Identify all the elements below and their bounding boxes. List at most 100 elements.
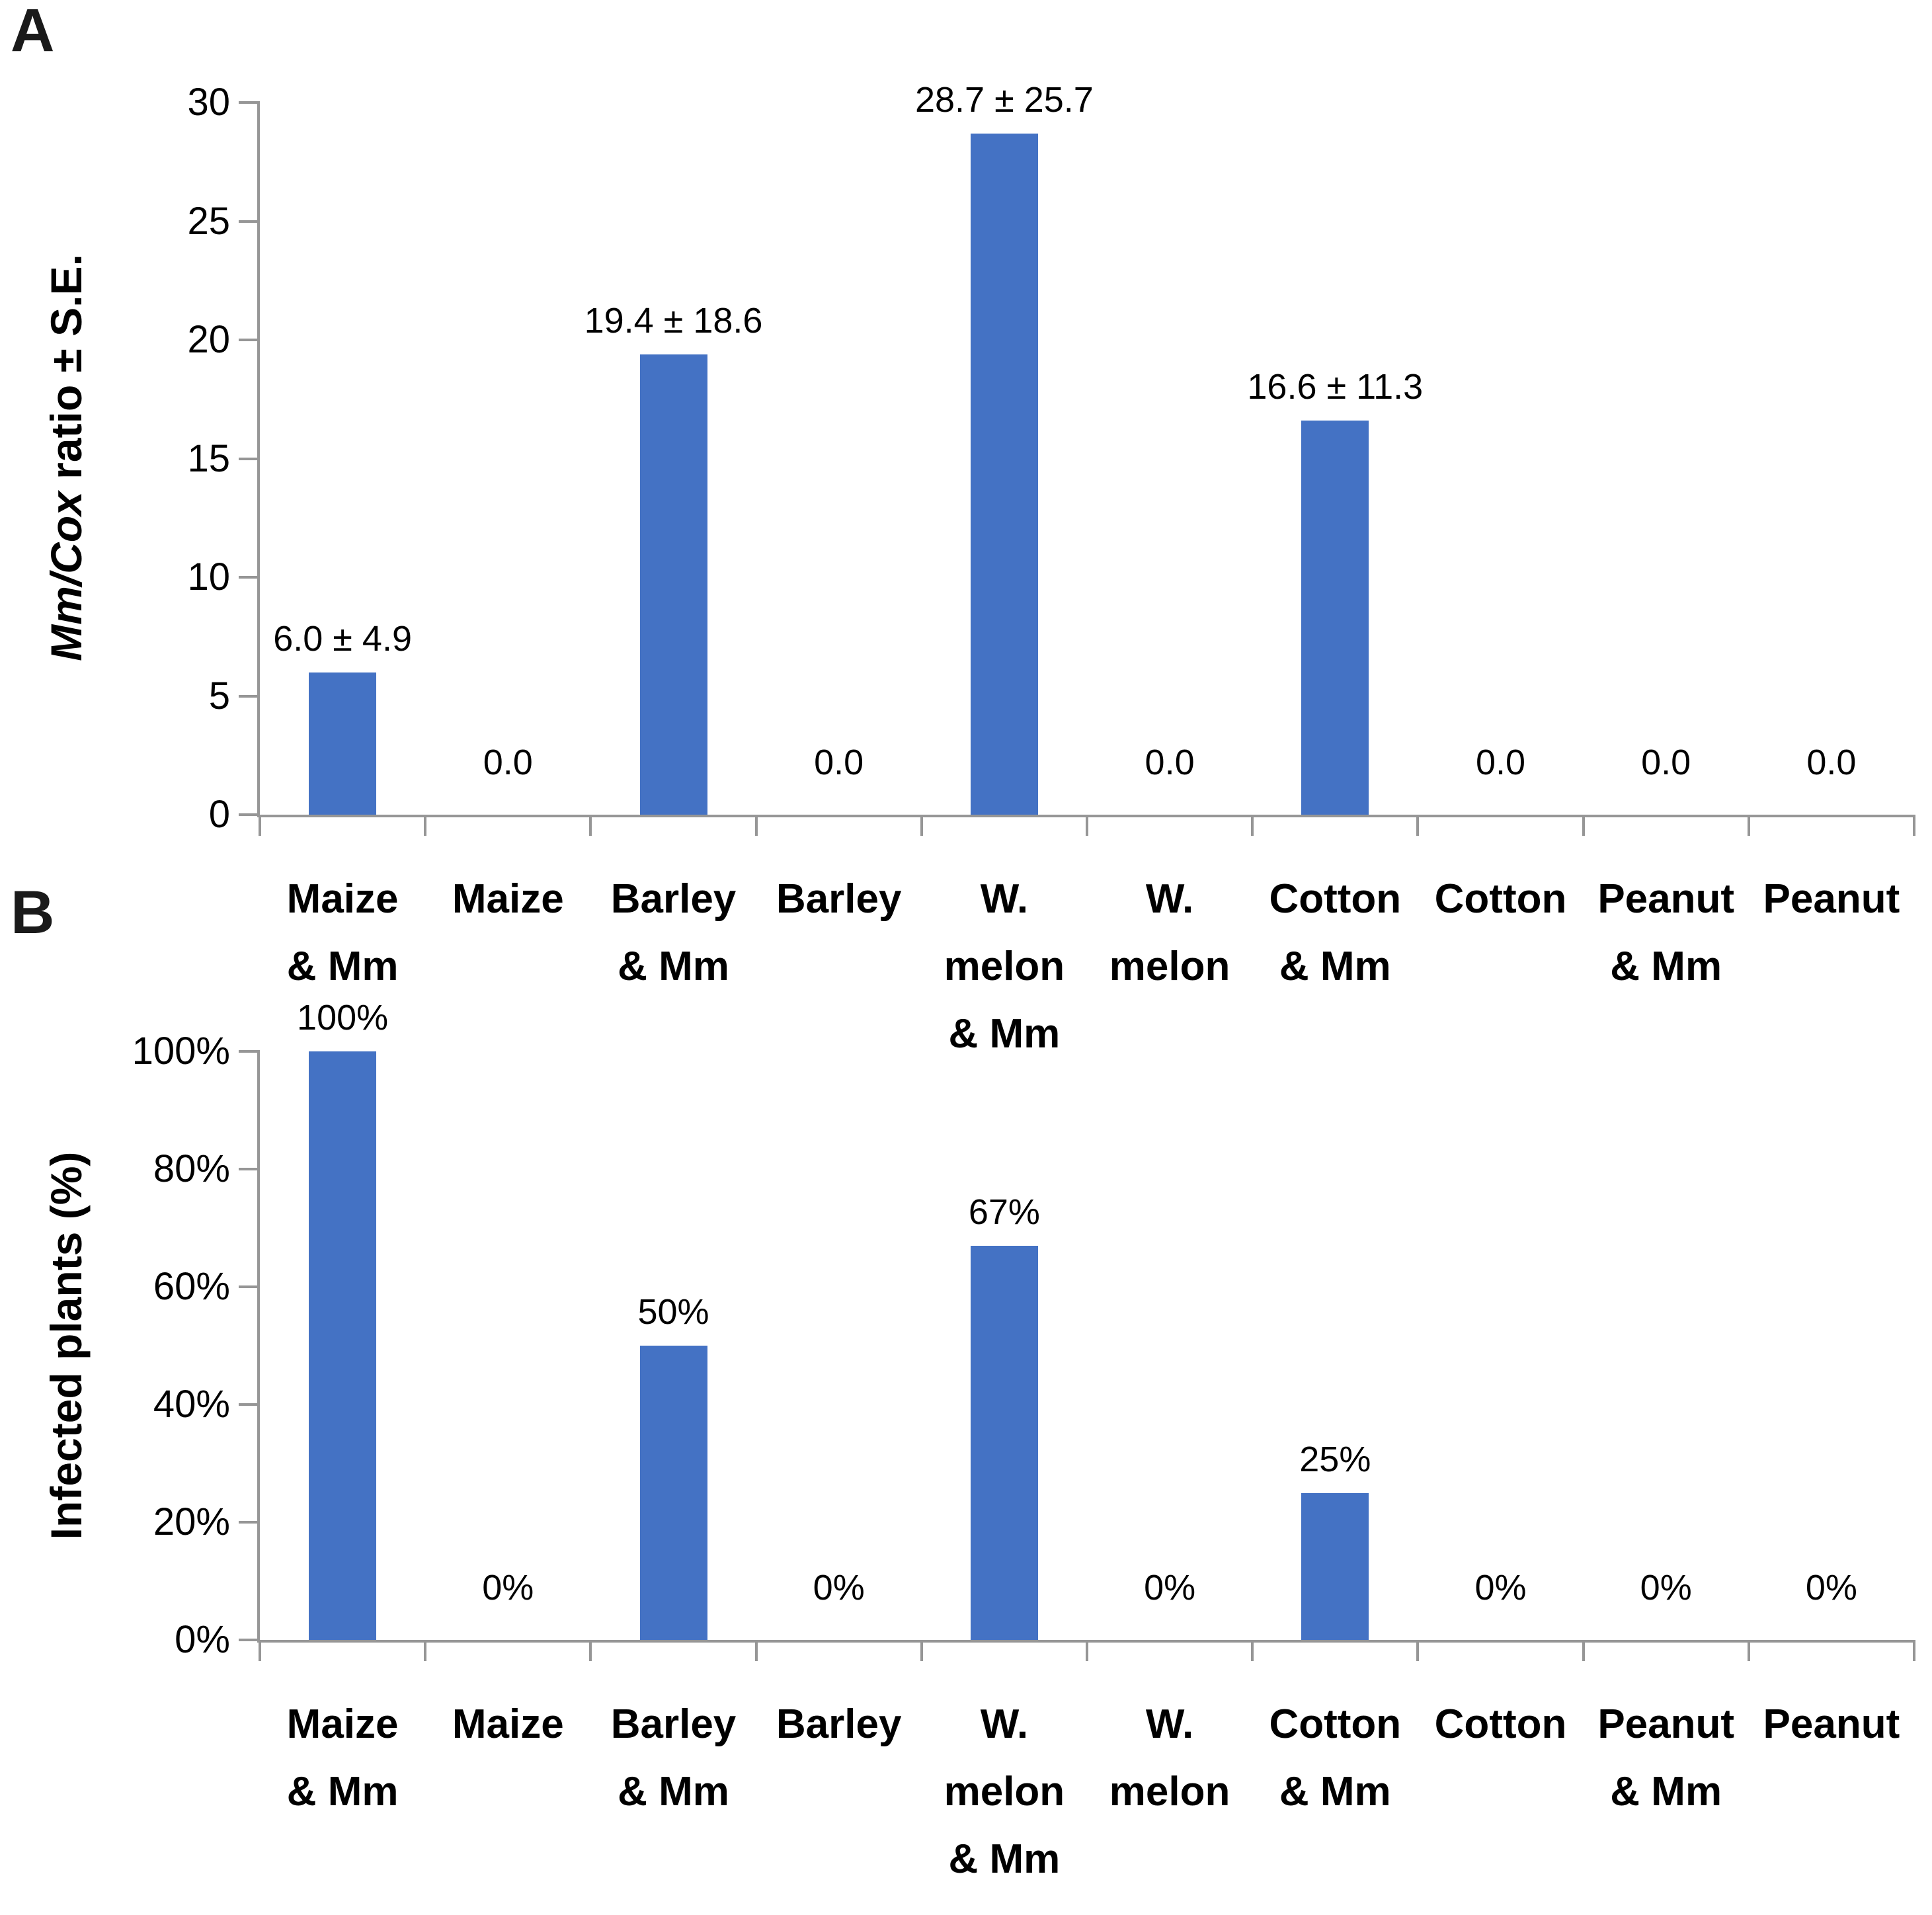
x-tick-mark <box>920 1640 923 1661</box>
bar-value-label: 0.0 <box>1475 743 1526 782</box>
y-tick-label: 100% <box>132 1030 230 1073</box>
x-category-label: Maize <box>286 876 399 922</box>
x-tick-mark <box>1913 1640 1915 1661</box>
x-tick-mark <box>754 1640 758 1661</box>
x-tick-mark <box>1747 1640 1750 1661</box>
x-category-label: melon <box>944 944 1065 989</box>
x-category-label: Peanut <box>1597 876 1735 922</box>
y-tick-mark <box>239 1050 260 1053</box>
y-tick-label: 5 <box>208 674 230 717</box>
bar-value-label: 0% <box>1805 1568 1857 1608</box>
x-category-label: W. <box>980 1701 1029 1747</box>
y-tick-mark <box>239 694 260 698</box>
x-category-label: Peanut <box>1763 1701 1900 1747</box>
x-category-label: & Mm <box>1610 944 1722 989</box>
bar-value-label: 0% <box>1640 1568 1692 1608</box>
bar <box>1301 421 1369 815</box>
y-tick-label: 15 <box>187 436 230 480</box>
x-category-label: & Mm <box>948 1011 1061 1057</box>
x-tick-mark <box>1913 815 1915 836</box>
y-tick-mark <box>239 220 260 223</box>
x-tick-mark <box>1416 1640 1420 1661</box>
x-tick-mark <box>1582 1640 1585 1661</box>
bar-value-label: 50% <box>637 1292 709 1332</box>
panel-a-label: A <box>11 0 55 64</box>
x-tick-mark <box>589 1640 592 1661</box>
y-tick-mark <box>239 101 260 104</box>
y-tick-label: 80% <box>153 1147 230 1190</box>
x-category-label: & Mm <box>286 944 399 989</box>
y-tick-mark <box>239 576 260 579</box>
bar-value-label: 19.4 ± 18.6 <box>584 300 763 341</box>
x-category-label: Cotton <box>1269 876 1402 922</box>
y-tick-label: 60% <box>153 1265 230 1308</box>
y-tick-label: 25 <box>187 199 230 243</box>
y-axis-line <box>257 1051 260 1643</box>
y-tick-mark <box>239 1168 260 1170</box>
bar-value-label: 0.0 <box>1641 743 1691 782</box>
x-tick-mark <box>589 815 592 836</box>
x-category-label: melon <box>1109 1769 1230 1814</box>
panel-b-label: B <box>11 879 55 946</box>
x-category-label: & Mm <box>948 1836 1061 1882</box>
x-tick-mark <box>1251 815 1254 836</box>
x-tick-mark <box>424 815 427 836</box>
bar <box>639 354 707 815</box>
y-tick-label: 20% <box>153 1500 230 1543</box>
bar-value-label: 67% <box>968 1192 1040 1232</box>
x-category-label: W. <box>1145 876 1194 922</box>
y-tick-mark <box>239 1403 260 1406</box>
x-category-label: Cotton <box>1269 1701 1402 1747</box>
y-tick-label: 0% <box>175 1618 230 1661</box>
x-category-label: Peanut <box>1763 876 1900 922</box>
y-tick-label: 40% <box>153 1383 230 1426</box>
x-tick-mark <box>1582 815 1585 836</box>
x-category-label: & Mm <box>1610 1769 1722 1814</box>
bar <box>309 1051 377 1640</box>
x-tick-mark <box>1086 815 1088 836</box>
bar-value-label: 28.7 ± 25.7 <box>914 79 1094 120</box>
y-tick-label: 30 <box>187 81 230 124</box>
x-category-label: W. <box>1145 1701 1194 1747</box>
bar-value-label: 0.0 <box>483 743 533 782</box>
x-category-label: Maize <box>286 1701 399 1747</box>
x-category-label: melon <box>1109 944 1230 989</box>
x-tick-mark <box>259 815 261 836</box>
bar-value-label: 16.6 ± 11.3 <box>1247 367 1424 407</box>
x-tick-mark <box>1086 1640 1088 1661</box>
bar-value-label: 0% <box>482 1568 534 1608</box>
x-tick-mark <box>1416 815 1420 836</box>
y-tick-mark <box>239 457 260 460</box>
x-tick-mark <box>259 1640 261 1661</box>
bar <box>639 1346 707 1640</box>
bar-value-label: 0% <box>813 1568 865 1608</box>
bar <box>1301 1492 1369 1640</box>
x-category-label: Cotton <box>1434 876 1567 922</box>
x-tick-mark <box>754 815 758 836</box>
x-category-label: Barley <box>776 876 902 922</box>
x-category-label: Peanut <box>1597 1701 1735 1747</box>
y-tick-label: 20 <box>187 318 230 361</box>
x-category-label: & Mm <box>618 1769 729 1814</box>
x-category-label: & Mm <box>1279 1769 1391 1814</box>
x-category-label: Barley <box>776 1701 902 1747</box>
bar-value-label: 0% <box>1474 1568 1527 1608</box>
bar-value-label: 100% <box>297 998 389 1038</box>
y-tick-label: 10 <box>187 555 230 598</box>
x-category-label: Cotton <box>1434 1701 1567 1747</box>
x-tick-mark <box>920 815 923 836</box>
bar <box>970 133 1038 815</box>
y-tick-label: 0 <box>208 793 230 836</box>
bar <box>309 672 377 815</box>
bar-value-label: 25% <box>1299 1439 1371 1479</box>
x-category-label: W. <box>980 876 1029 922</box>
x-category-label: Barley <box>610 876 737 922</box>
x-tick-mark <box>1251 1640 1254 1661</box>
y-tick-mark <box>239 813 260 816</box>
x-category-label: & Mm <box>1279 944 1391 989</box>
bar-value-label: 0% <box>1144 1568 1196 1608</box>
x-category-label: Barley <box>610 1701 737 1747</box>
